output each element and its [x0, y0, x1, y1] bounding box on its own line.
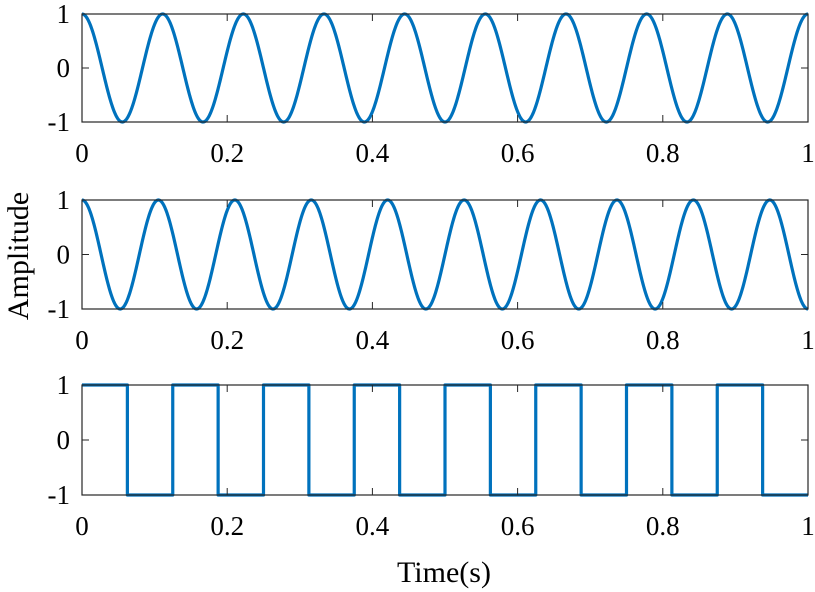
series-line-2: [80, 198, 810, 311]
x-tick-label: 0.8: [646, 325, 680, 355]
y-axis-title: Amplitude: [2, 192, 35, 320]
y-tick-label: 0: [57, 240, 71, 270]
x-tick-label: 0.6: [501, 511, 535, 541]
y-tick-label: -1: [48, 480, 71, 510]
y-tick-label: -1: [48, 107, 71, 137]
x-tick-label: 0.8: [646, 511, 680, 541]
x-tick-label: 0.6: [501, 138, 535, 168]
x-tick-label: 0.4: [356, 325, 390, 355]
subplot-3: 0 0.2 0.4 0.6 0.8 1-101: [48, 370, 815, 541]
y-tick-label: 0: [57, 425, 71, 455]
y-tick-label: 1: [57, 0, 71, 29]
x-tick-label: 0.6: [501, 325, 535, 355]
x-axis-title: Time(s): [397, 556, 491, 589]
x-tick-label: 1: [801, 138, 815, 168]
x-tick-label: 0.2: [210, 325, 244, 355]
y-tick-label: 0: [57, 53, 71, 83]
y-tick-label: -1: [48, 294, 71, 324]
y-tick-label: 1: [57, 185, 71, 215]
x-tick-label: 0: [75, 325, 89, 355]
y-tick-label: 1: [57, 370, 71, 400]
series-line-3: [82, 383, 808, 497]
x-tick-label: 1: [801, 325, 815, 355]
subplot-1: 0 0.2 0.4 0.6 0.8 1-101: [48, 0, 815, 168]
x-tick-label: 0.4: [356, 138, 390, 168]
subplot-2: 0 0.2 0.4 0.6 0.8 1-101: [48, 185, 815, 355]
x-tick-label: 1: [801, 511, 815, 541]
axes-box: [81, 13, 809, 123]
x-tick-label: 0.2: [210, 511, 244, 541]
x-tick-label: 0.2: [210, 138, 244, 168]
x-tick-label: 0: [75, 511, 89, 541]
x-tick-label: 0.8: [646, 138, 680, 168]
x-tick-label: 0: [75, 138, 89, 168]
series-line-1: [80, 12, 810, 124]
x-tick-label: 0.4: [356, 511, 390, 541]
